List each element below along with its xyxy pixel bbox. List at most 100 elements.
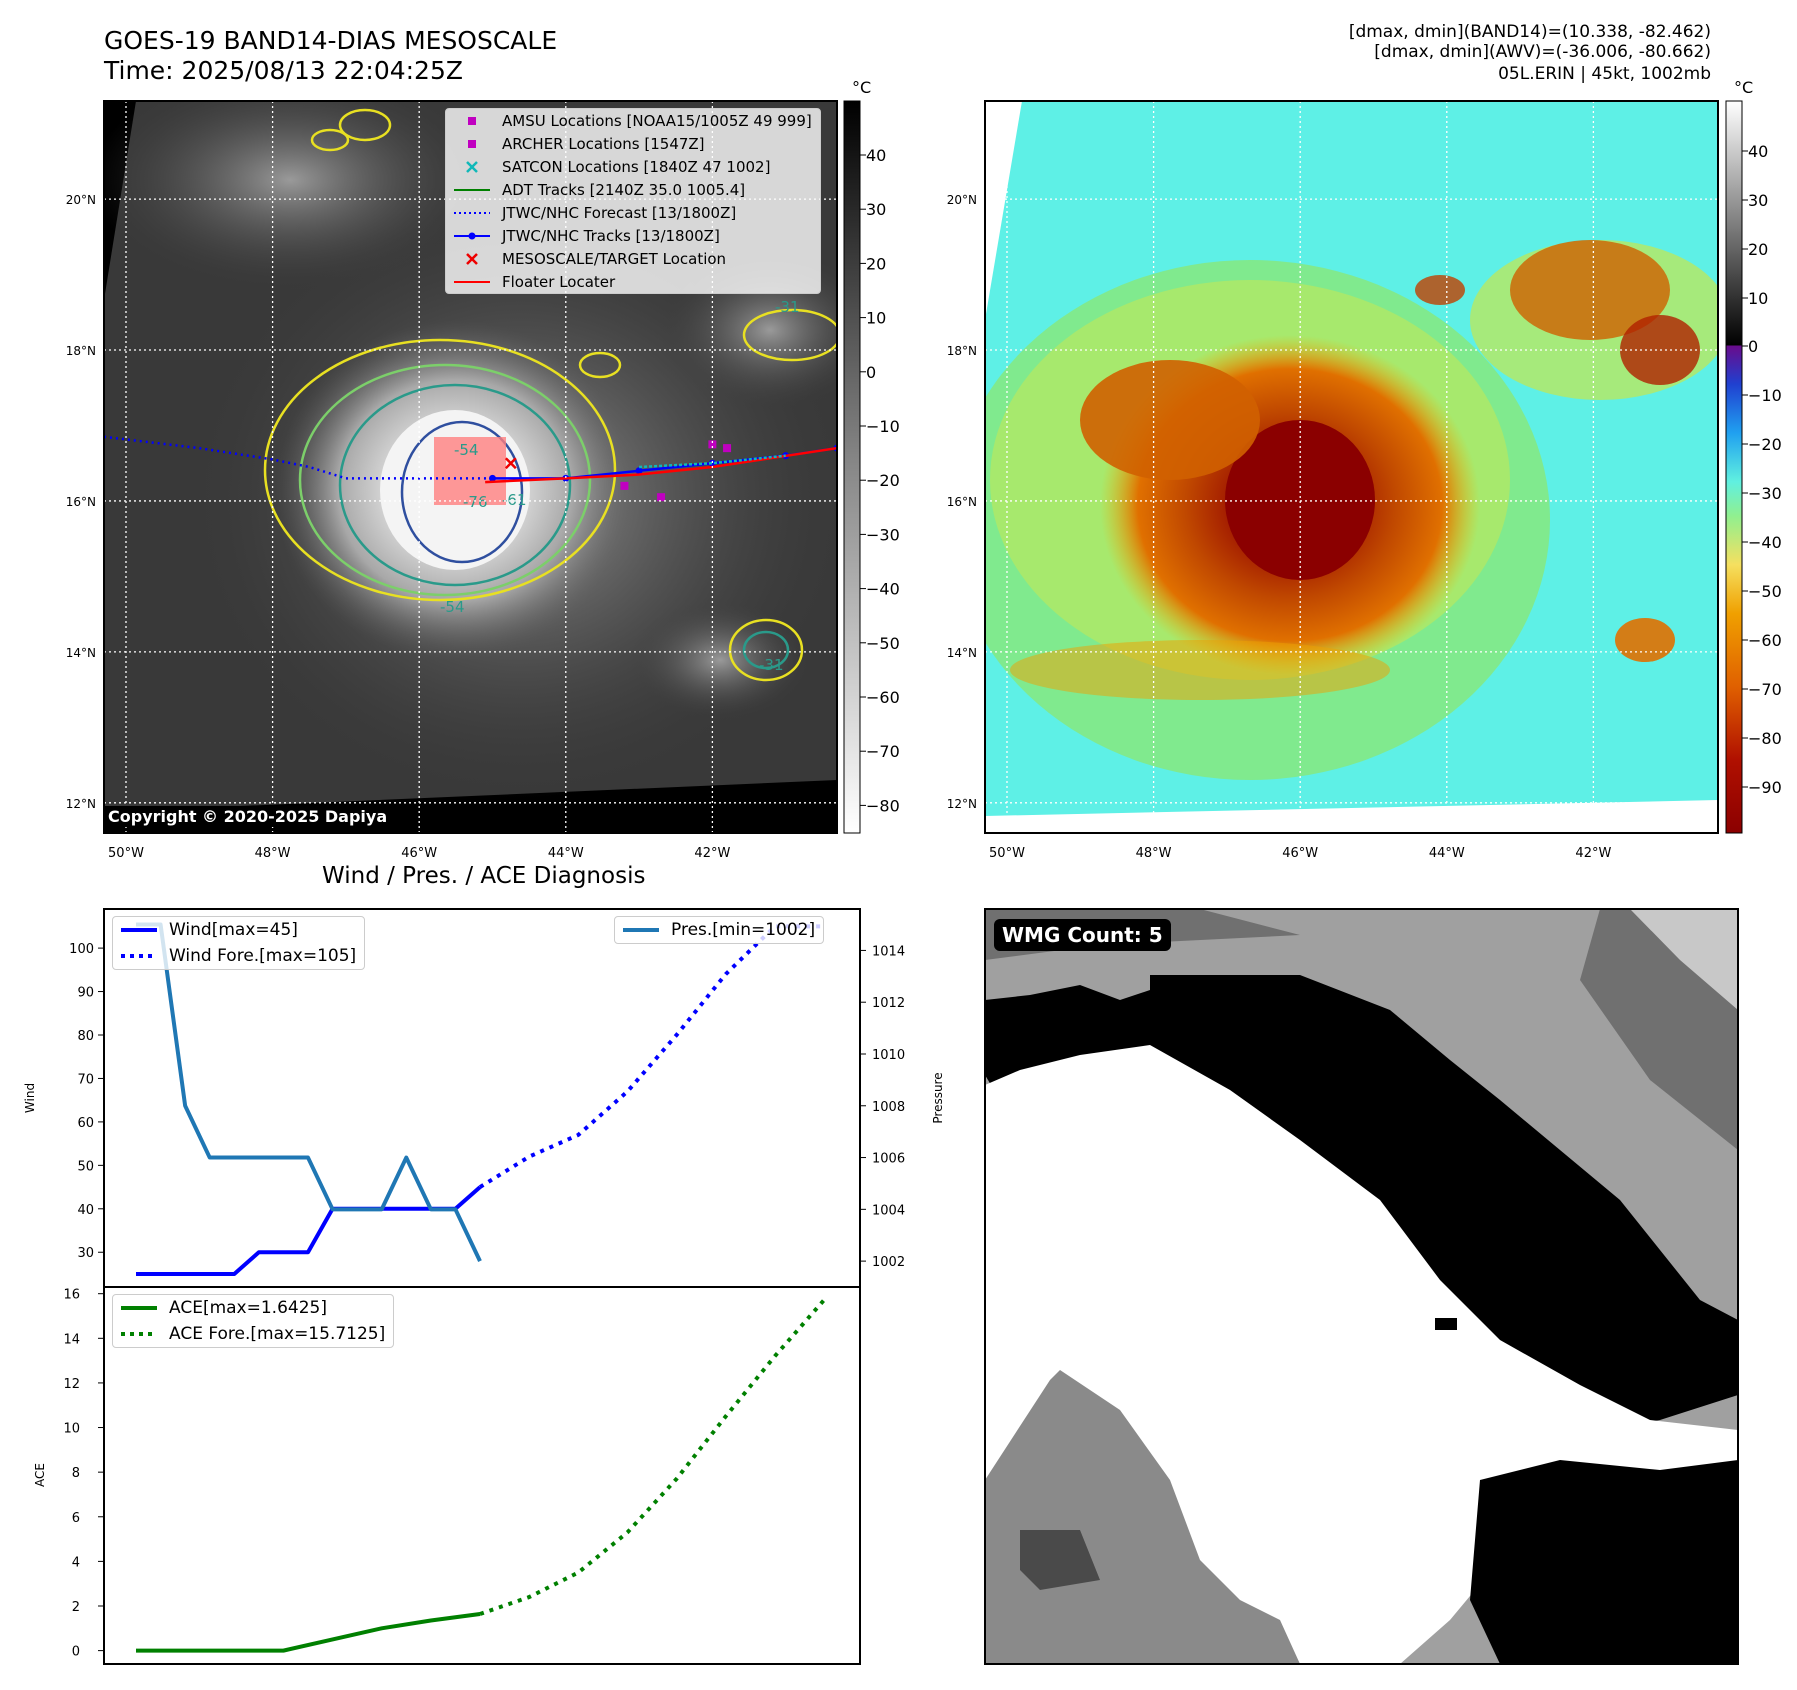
chart-legend-key [121, 928, 157, 932]
contour-label: -54 [440, 598, 465, 616]
map-legend-item: Floater Locater [446, 270, 820, 293]
wind-y-tick: 100 [69, 942, 94, 957]
contour-label: -31 [759, 656, 784, 674]
pressure-axis-label: Pressure [931, 1072, 945, 1123]
gray-lon-tick-label: 44°W [548, 846, 584, 861]
chart-legend-item: ACE[max=1.6425] [113, 1295, 393, 1321]
chart-legend-key [121, 954, 157, 958]
wind-y-tick: 50 [77, 1159, 94, 1174]
amsu-marker [620, 481, 629, 490]
wind-legend: Wind[max=45] Wind Fore.[max=105] [112, 916, 366, 970]
color-colorbar-high [1725, 100, 1743, 346]
pressure-y-tick: 1014 [872, 944, 905, 959]
gray-lat-tick-label: 18°N [66, 344, 96, 358]
color-colorbar-tick: 10 [1748, 289, 1768, 308]
map-legend-label: MESOSCALE/TARGET Location [502, 249, 727, 268]
gray-lon-tick-label: 42°W [694, 846, 730, 861]
color-ir-image [985, 101, 1718, 833]
color-lat-tick-label: 16°N [947, 495, 977, 509]
map-legend-item: MESOSCALE/TARGET Location [446, 247, 820, 270]
ace-series-1 [479, 1298, 826, 1616]
wmg-count-label: WMG Count: 5 [994, 919, 1171, 951]
gray-colorbar-tick: 40 [866, 146, 886, 165]
gray-colorbar-tick: −30 [866, 525, 900, 544]
wind-y-tick: 90 [77, 986, 94, 1001]
color-colorbar-tick: −10 [1748, 386, 1782, 405]
gray-colorbar-tick: −60 [866, 688, 900, 707]
gray-colorbar-tick: 30 [866, 200, 886, 219]
amsu-marker [708, 440, 717, 449]
color-colorbar-tick: −70 [1748, 680, 1782, 699]
color-colorbar-tick: −30 [1748, 484, 1782, 503]
map-legend-label: Floater Locater [502, 272, 616, 291]
wind-y-tick: 70 [77, 1072, 94, 1087]
ace-series-0 [136, 1611, 481, 1653]
chart-legend-label: Wind Fore.[max=105] [169, 946, 357, 966]
color-lon-tick-label: 50°W [989, 846, 1025, 861]
map-legend-item: AMSU Locations [NOAA15/1005Z 49 999] [446, 109, 820, 132]
jtwc-track-point [708, 459, 716, 467]
gray-colorbar-tick: −50 [866, 634, 900, 653]
color-lon-tick-label: 48°W [1136, 846, 1172, 861]
floater-locater-line [485, 446, 837, 484]
color-lat-tick-label: 18°N [947, 344, 977, 358]
gray-colorbar-tick: −40 [866, 580, 900, 599]
gray-colorbar-tick: −10 [866, 417, 900, 436]
ace-frame [103, 1286, 861, 1665]
chart-legend-label: ACE[max=1.6425] [169, 1298, 327, 1318]
ace-y-tick: 0 [72, 1645, 80, 1660]
wind-y-tick: 60 [77, 1116, 94, 1131]
color-lat-tick-label: 14°N [947, 646, 977, 660]
color-colorbar-tick: 20 [1748, 240, 1768, 259]
ace-y-tick: 14 [63, 1332, 80, 1347]
color-colorbar-tick: −80 [1748, 729, 1782, 748]
gray-colorbar-unit: °C [852, 78, 872, 97]
ace-axis-label: ACE [33, 1463, 47, 1487]
wmg-image [985, 909, 1738, 1664]
gray-colorbar-tick: 10 [866, 309, 886, 328]
map-legend-key [454, 232, 490, 239]
wind-series-2 [136, 922, 482, 1262]
map-legend-label: AMSU Locations [NOAA15/1005Z 49 999] [502, 111, 812, 130]
gray-lon-tick-label: 50°W [108, 846, 144, 861]
wind-series-0 [136, 1185, 482, 1276]
pressure-y-tick: 1006 [872, 1152, 905, 1167]
color-colorbar-tick: −60 [1748, 631, 1782, 650]
storm-info: 05L.ERIN | 45kt, 1002mb [1498, 64, 1711, 84]
color-colorbar-tick: −50 [1748, 582, 1782, 601]
wmg-frame [984, 908, 1739, 1665]
ace-legend: ACE[max=1.6425] ACE Fore.[max=15.7125] [112, 1294, 395, 1348]
pressure-y-tick: 1004 [872, 1203, 905, 1218]
gray-colorbar-tick: −20 [866, 471, 900, 490]
color-lat-tick-label: 20°N [947, 193, 977, 207]
color-colorbar-tick: −20 [1748, 435, 1782, 454]
chart-legend-item: Pres.[min=1002] [615, 917, 823, 943]
gray-lat-tick-label: 12°N [66, 797, 96, 811]
chart-legend-item: ACE Fore.[max=15.7125] [113, 1321, 393, 1347]
wind-axis-label: Wind [23, 1083, 37, 1113]
map-legend-label: SATCON Locations [1840Z 47 1002] [502, 157, 771, 176]
color-lon-tick-label: 46°W [1282, 846, 1318, 861]
jtwc-track-point [488, 474, 496, 482]
color-lon-tick-label: 44°W [1429, 846, 1465, 861]
jtwc-forecast-track [104, 435, 493, 480]
copyright-label: Copyright © 2020-2025 Dapiya [104, 806, 392, 827]
map-legend-key [466, 252, 478, 265]
ace-y-tick: 2 [72, 1600, 80, 1615]
ace-y-tick: 12 [63, 1377, 80, 1392]
contour-label: -31 [775, 298, 800, 316]
chart-legend-item: Wind Fore.[max=105] [113, 943, 364, 969]
gray-colorbar-tick: 20 [866, 254, 886, 273]
amsu-marker [723, 444, 732, 453]
gray-colorbar [843, 100, 861, 834]
amsu-marker [657, 493, 666, 502]
awv-stats: [dmax, dmin](AWV)=(-36.006, -80.662) [1374, 42, 1711, 62]
gray-colorbar-tick: 0 [866, 363, 876, 382]
map-legend-label: JTWC/NHC Forecast [13/1800Z] [502, 203, 737, 222]
map-legend-key [466, 160, 478, 173]
chart-legend-item: Wind[max=45] [113, 917, 364, 943]
map-legend-key [454, 211, 490, 214]
figure-time: Time: 2025/08/13 22:04:25Z [104, 56, 463, 85]
color-colorbar-tick: 0 [1748, 337, 1758, 356]
chart-legend-key [121, 1306, 157, 1310]
